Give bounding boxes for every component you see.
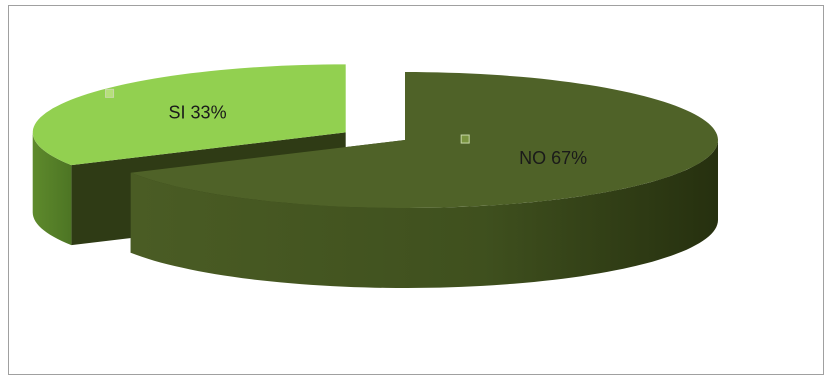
label-key bbox=[105, 88, 115, 98]
value-label: 33% bbox=[191, 102, 227, 122]
slice-side bbox=[32, 132, 72, 246]
label-key bbox=[460, 134, 470, 144]
category-label: NO bbox=[519, 148, 546, 168]
slice-top bbox=[130, 72, 718, 208]
slice-side bbox=[130, 140, 718, 288]
data-label: SI 33% bbox=[169, 102, 227, 122]
value-label: 67% bbox=[551, 148, 587, 168]
category-label: SI bbox=[169, 102, 186, 122]
data-label: NO 67% bbox=[519, 148, 587, 168]
